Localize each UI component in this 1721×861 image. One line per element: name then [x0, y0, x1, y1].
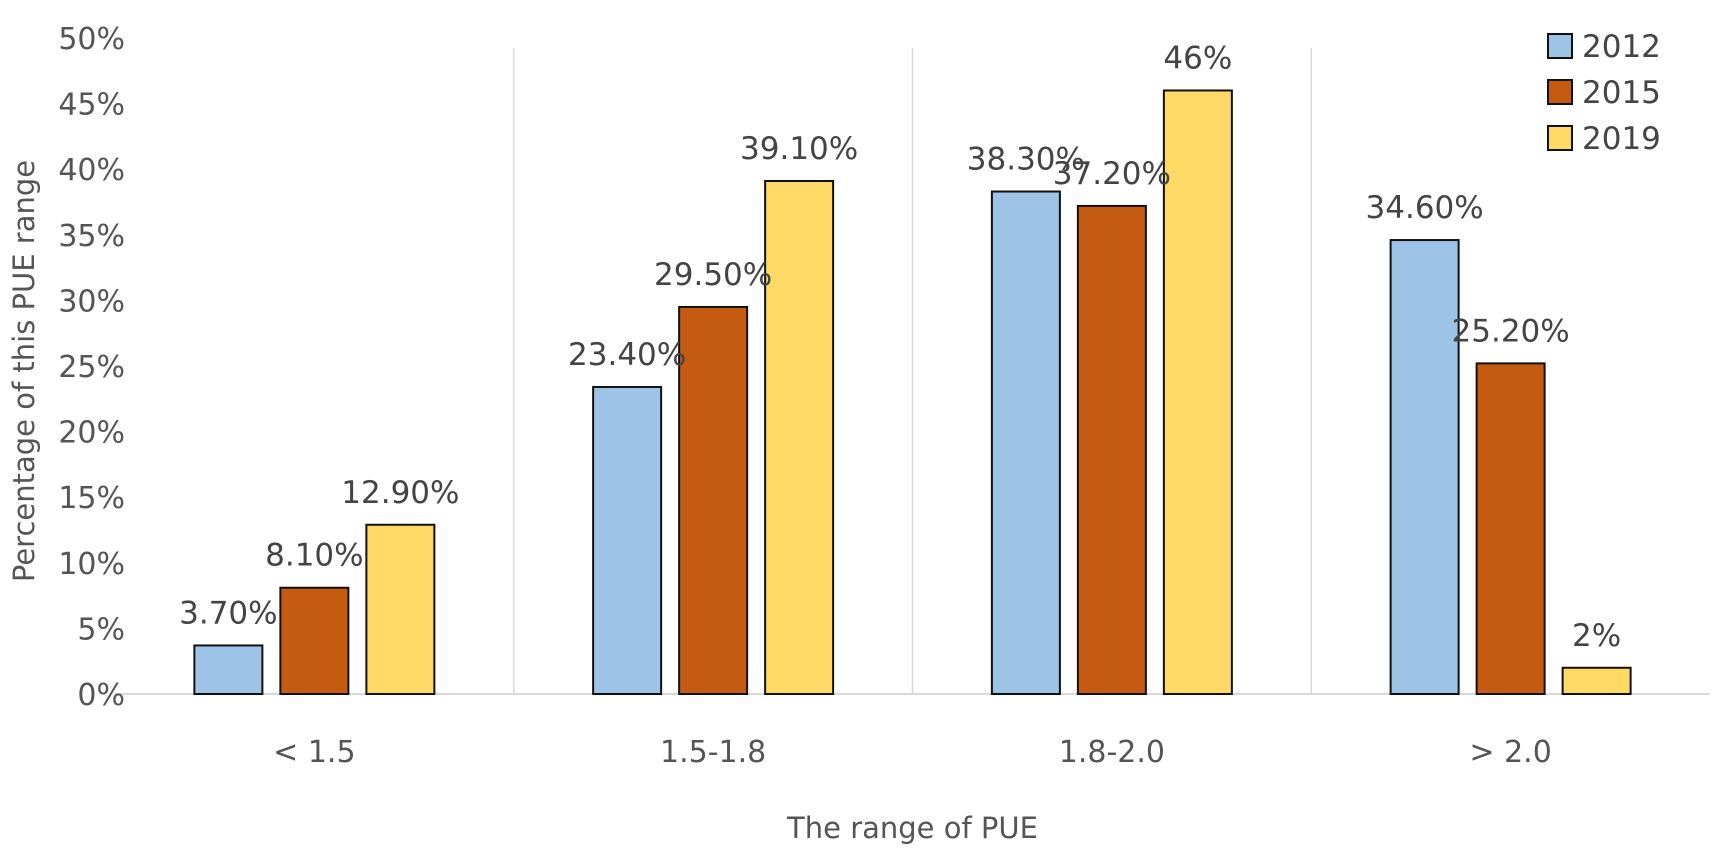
- bars: [193, 89, 1632, 696]
- y-tick-label: 45%: [58, 88, 125, 123]
- bar: [678, 305, 749, 695]
- y-axis-ticks: 0% 5% 10% 15% 20% 25% 30% 35% 40% 45% 50%: [58, 22, 125, 713]
- legend-label: 2015: [1582, 75, 1661, 111]
- data-label: 37.20%: [1053, 156, 1171, 192]
- y-tick-label: 30%: [58, 284, 125, 319]
- legend: 2012 2015 2019: [1547, 29, 1661, 157]
- y-tick-label: 35%: [58, 219, 125, 254]
- data-label: 2%: [1572, 618, 1621, 654]
- x-axis-categories: < 1.5 1.5-1.8 1.8-2.0 > 2.0: [273, 735, 1552, 770]
- bar: [990, 190, 1061, 695]
- legend-swatch: [1547, 33, 1573, 59]
- bar: [764, 180, 835, 695]
- data-label: 34.60%: [1366, 190, 1484, 226]
- data-label: 46%: [1163, 40, 1232, 76]
- legend-swatch: [1547, 125, 1573, 151]
- x-category-label: < 1.5: [273, 735, 355, 770]
- data-labels: 3.70% 8.10% 12.90% 23.40% 29.50% 39.10% 38.30%…: [179, 40, 1621, 653]
- data-label: 12.90%: [341, 475, 459, 511]
- data-label: 3.70%: [179, 595, 277, 631]
- bar: [279, 586, 350, 696]
- bar: [592, 385, 663, 695]
- y-tick-label: 25%: [58, 350, 125, 385]
- y-tick-label: 15%: [58, 481, 125, 516]
- y-tick-label: 20%: [58, 416, 125, 451]
- bar: [1561, 666, 1632, 696]
- legend-label: 2012: [1582, 29, 1661, 65]
- data-label: 23.40%: [568, 337, 686, 373]
- y-tick-label: 10%: [58, 547, 125, 582]
- y-tick-label: 5%: [77, 612, 125, 647]
- y-axis-title: Percentage of this PUE range: [7, 160, 41, 582]
- y-tick-label: 50%: [58, 22, 125, 57]
- data-label: 39.10%: [740, 131, 858, 167]
- legend-label: 2019: [1582, 121, 1661, 157]
- bar: [193, 644, 264, 695]
- y-tick-label: 0%: [77, 678, 125, 713]
- x-category-label: > 2.0: [1469, 735, 1551, 770]
- legend-swatch: [1547, 79, 1573, 105]
- y-tick-label: 40%: [58, 153, 125, 188]
- bar: [365, 523, 436, 696]
- data-label: 38.30%: [967, 142, 1085, 178]
- bar: [1389, 239, 1460, 695]
- bar: [1076, 204, 1147, 695]
- x-category-label: 1.8-2.0: [1059, 735, 1165, 770]
- data-label: 8.10%: [265, 538, 363, 574]
- bar: [1475, 362, 1546, 695]
- bar: [1162, 89, 1233, 696]
- gridlines: [115, 48, 1710, 695]
- x-axis-title: The range of PUE: [786, 811, 1038, 845]
- x-category-label: 1.5-1.8: [660, 735, 766, 770]
- data-label: 25.20%: [1452, 313, 1570, 349]
- data-label: 29.50%: [654, 257, 772, 293]
